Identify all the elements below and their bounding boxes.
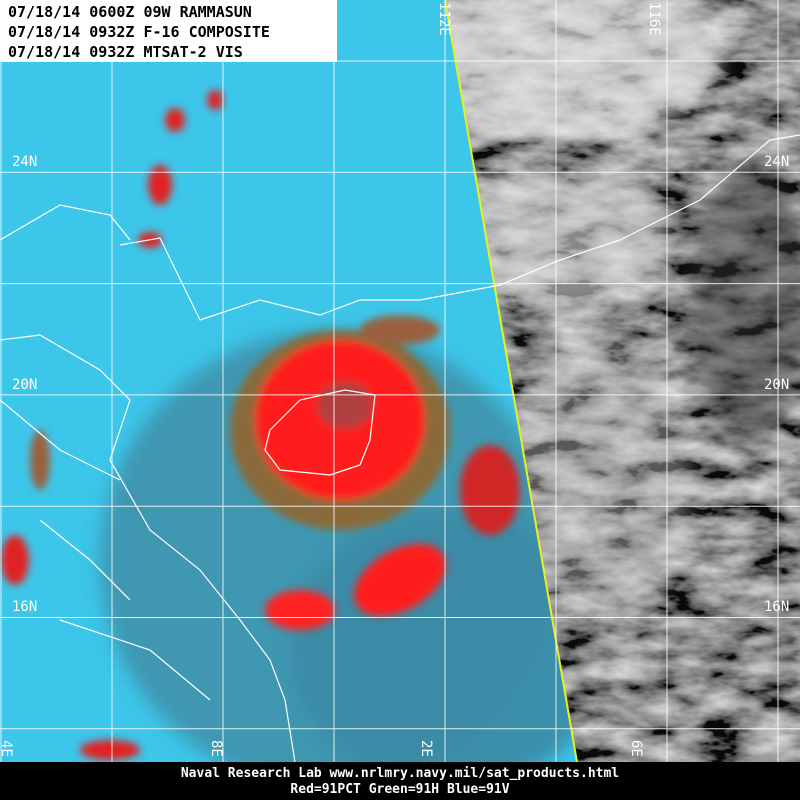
- lat-label: 16N: [764, 599, 789, 615]
- lat-label: 20N: [764, 377, 789, 393]
- graticule: [0, 0, 800, 762]
- lon-label: 2E: [418, 740, 434, 757]
- swath-edge: [444, 0, 578, 763]
- lat-label: 24N: [764, 154, 789, 170]
- lon-label: 116E: [646, 2, 662, 36]
- lon-label: 112E: [436, 2, 452, 36]
- lon-label: 6E: [628, 740, 644, 757]
- header-box: [0, 0, 337, 62]
- lat-label: 20N: [12, 377, 37, 393]
- lat-label: 24N: [12, 154, 37, 170]
- header-line: 07/18/14 0600Z 09W RAMMASUN: [8, 3, 252, 21]
- lon-label: 8E: [208, 740, 224, 757]
- lon-label: 4E: [0, 740, 14, 757]
- footer-bar: [0, 763, 800, 800]
- header-line: 07/18/14 0932Z MTSAT-2 VIS: [8, 43, 243, 61]
- footer-line: Red=91PCT Green=91H Blue=91V: [290, 782, 509, 797]
- coastlines: [0, 134, 800, 763]
- lat-label: 16N: [12, 599, 37, 615]
- visible-imagery: [445, 0, 800, 762]
- header-line: 07/18/14 0932Z F-16 COMPOSITE: [8, 23, 270, 41]
- footer-line: Naval Research Lab www.nrlmry.navy.mil/s…: [181, 766, 619, 781]
